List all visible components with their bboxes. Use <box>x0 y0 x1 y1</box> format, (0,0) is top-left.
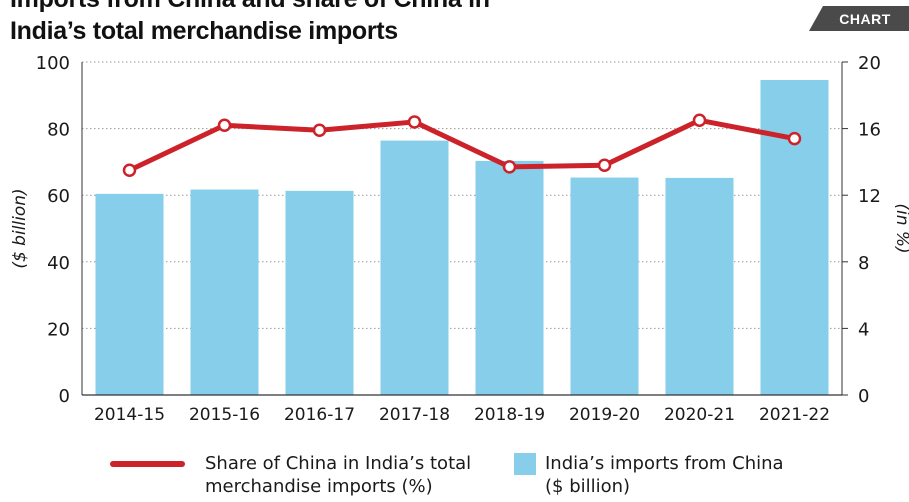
y-left-tick-label: 80 <box>47 120 70 141</box>
share-line <box>127 117 797 173</box>
bar <box>570 177 639 395</box>
chart-title-line2: India’s total merchandise imports <box>10 17 398 45</box>
y-left-tick-label: 0 <box>59 386 70 407</box>
share-point <box>217 118 232 133</box>
share-point <box>597 158 612 172</box>
bar <box>665 177 734 395</box>
legend-bar-swatch <box>514 453 536 475</box>
bar <box>760 79 829 396</box>
bar <box>190 189 259 395</box>
bar <box>95 193 164 395</box>
y-left-axis-label: ($ billion) <box>10 188 30 268</box>
y-right-tick-label: 0 <box>858 386 869 407</box>
y-right-tick-label: 16 <box>858 120 881 141</box>
share-point <box>692 113 707 128</box>
share-point <box>312 123 327 138</box>
y-right-tick-label: 4 <box>858 319 869 340</box>
chart-legend: Share of China in India’s total merchand… <box>0 452 909 502</box>
y-right-tick-label: 8 <box>858 253 869 274</box>
x-tick-label: 2017-18 <box>379 405 450 425</box>
x-tick-label: 2014-15 <box>94 405 165 425</box>
legend-line-label-2: merchandise imports (%) <box>205 476 433 497</box>
bar <box>475 160 544 395</box>
y-right-tick-label: 20 <box>858 53 881 74</box>
x-tick-label: 2016-17 <box>284 405 355 425</box>
y-left-tick-label: 20 <box>47 319 70 340</box>
legend-line-label-1: Share of China in India’s total <box>205 453 472 474</box>
x-tick-label: 2021-22 <box>759 405 830 425</box>
y-right-axis-label: (in %) <box>892 203 909 253</box>
combo-chart: 0 20 40 60 80 100 0 4 8 12 16 20 2014-15 2015-16 2016-… <box>10 53 909 425</box>
bar <box>380 140 449 395</box>
x-tick-label: 2018-19 <box>474 405 545 425</box>
legend-bar-label-2: ($ billion) <box>545 476 631 497</box>
share-point <box>407 115 422 129</box>
y-left-tick-label: 60 <box>47 186 70 207</box>
legend-bar-label-1: India’s imports from China <box>545 453 784 474</box>
y-right-tick-label: 12 <box>858 186 881 207</box>
bar <box>285 190 354 395</box>
x-tick-label: 2015-16 <box>189 405 260 425</box>
x-tick-label: 2020-21 <box>664 405 735 425</box>
chart-badge: CHART <box>809 6 909 31</box>
y-left-tick-label: 40 <box>47 253 70 274</box>
chart-title-line1: Imports from China and share of China in <box>10 0 710 14</box>
share-point <box>502 160 517 174</box>
legend-line-label: Share of China in India’s total merchand… <box>205 452 471 498</box>
legend-bar-label: India’s imports from China ($ billion) <box>545 452 784 498</box>
share-point <box>787 131 802 146</box>
share-point <box>122 163 137 177</box>
x-tick-label: 2019-20 <box>569 405 640 425</box>
y-left-tick-label: 100 <box>36 53 70 74</box>
legend-line-swatch <box>110 461 185 467</box>
